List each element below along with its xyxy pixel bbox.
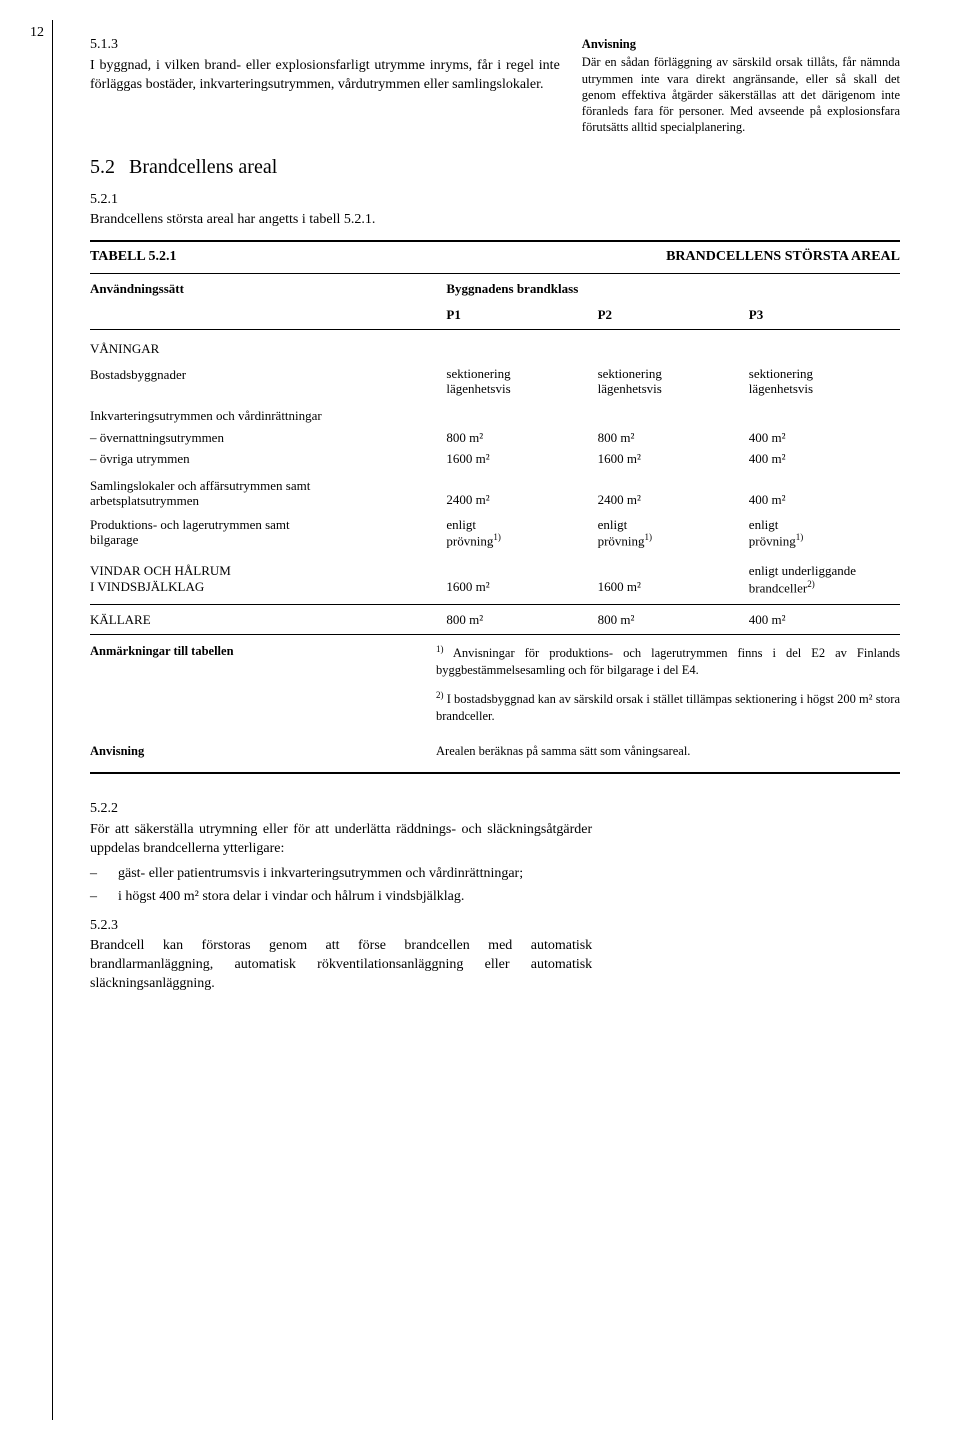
cell: enligt underliggandebrandceller2): [749, 563, 900, 596]
heading-5-2: 5.2 Brandcellens areal: [90, 154, 900, 181]
table-title: BRANDCELLENS STÖRSTA AREAL: [666, 248, 900, 267]
note-1: 1) Anvisningar för produktions- och lage…: [436, 643, 900, 679]
table-row: Inkvarteringsutrymmen och vårdinrättning…: [90, 405, 900, 427]
list-item: –gäst- eller patientrumsvis i inkvarteri…: [90, 865, 592, 884]
row-label: Produktions- och lagerutrymmen samt bilg…: [90, 517, 446, 550]
row-label: Inkvarteringsutrymmen och vårdinrättning…: [90, 407, 446, 425]
table-header: TABELL 5.2.1 BRANDCELLENS STÖRSTA AREAL: [90, 242, 900, 273]
cell: sektioneringlägenhetsvis: [598, 366, 749, 397]
cell: 800 m²: [598, 611, 749, 629]
section-5-2-2-list: –gäst- eller patientrumsvis i inkvarteri…: [90, 865, 592, 907]
row-label: – övernattningsutrymmen: [90, 429, 446, 447]
list-item: –i högst 400 m² stora delar i vindar och…: [90, 888, 592, 907]
left-column: 5.1.3 I byggnad, i vilken brand- eller e…: [90, 36, 560, 136]
cell: 800 m²: [598, 429, 749, 447]
notes-label: Anmärkningar till tabellen: [90, 643, 414, 735]
table-row: Samlingslokaler och affärsutrymmen samt …: [90, 476, 900, 511]
row-label: KÄLLARE: [90, 611, 446, 629]
cell: 400 m²: [749, 611, 900, 629]
section-5-2-3-num: 5.2.3: [90, 917, 900, 936]
table-row: Produktions- och lagerutrymmen samt bilg…: [90, 515, 900, 552]
table-row: – övriga utrymmen 1600 m² 1600 m² 400 m²: [90, 448, 900, 470]
cell: 2400 m²: [446, 491, 597, 509]
cell: enligtprövning1): [598, 517, 749, 550]
row-label: – övriga utrymmen: [90, 450, 446, 468]
table-row: Bostadsbyggnader sektioneringlägenhetsvi…: [90, 364, 900, 399]
cell: enligtprövning1): [446, 517, 597, 550]
section-number: 5.1.3: [90, 37, 118, 52]
anvisning-text: Där en sådan förläggning av särskild ors…: [582, 54, 900, 135]
row-label: Bostadsbyggnader: [90, 366, 446, 397]
row-label: Samlingslokaler och affärsutrymmen samt …: [90, 478, 446, 509]
table-5-2-1: TABELL 5.2.1 BRANDCELLENS STÖRSTA AREAL …: [90, 240, 900, 774]
cell: 1600 m²: [598, 450, 749, 468]
right-column: Anvisning Där en sådan förläggning av sä…: [582, 36, 900, 136]
row-label: VINDAR OCH HÅLRUM I VINDSBJÄLKLAG: [90, 563, 446, 596]
section-5-2-2-intro: För att säkerställa utrymning eller för …: [90, 821, 592, 859]
cell: 800 m²: [446, 611, 597, 629]
page-number: 12: [30, 24, 44, 43]
anvisning-label: Anvisning: [90, 743, 414, 760]
cell: 800 m²: [446, 429, 597, 447]
section-5-2-2-num: 5.2.2: [90, 800, 900, 819]
use-label: Användningssätt: [90, 280, 446, 298]
table-id: TABELL 5.2.1: [90, 248, 177, 267]
section-text: Brandcellens största areal har angetts i…: [90, 211, 592, 230]
cell: enligtprövning1): [749, 517, 900, 550]
heading-title: Brandcellens areal: [129, 156, 277, 178]
group-vaningar: VÅNINGAR: [90, 340, 900, 358]
cell: 400 m²: [749, 491, 900, 509]
left-margin-rule: [52, 20, 53, 1420]
table-row: – övernattningsutrymmen 800 m² 800 m² 40…: [90, 427, 900, 449]
col-p2: P2: [598, 306, 749, 324]
section-text: I byggnad, i vilken brand- eller explosi…: [90, 57, 560, 95]
anvisning-text: Arealen beräknas på samma sätt som vånin…: [436, 743, 900, 760]
cell: 400 m²: [749, 429, 900, 447]
section-5-1-3: 5.1.3 I byggnad, i vilken brand- eller e…: [90, 36, 900, 136]
table-notes: Anmärkningar till tabellen 1) Anvisninga…: [90, 635, 900, 743]
section-5-2-1: 5.2.1 Brandcellens största areal har ang…: [90, 191, 592, 231]
cell: 400 m²: [749, 450, 900, 468]
cell: sektioneringlägenhetsvis: [446, 366, 597, 397]
table-class-row: P1 P2 P3: [90, 302, 900, 330]
class-label: Byggnadens brandklass: [446, 280, 900, 298]
table-row: KÄLLARE 800 m² 800 m² 400 m²: [90, 605, 900, 635]
table-anvisning: Anvisning Arealen beräknas på samma sätt…: [90, 743, 900, 768]
col-p1: P1: [446, 306, 597, 324]
note-2: 2) I bostadsbyggnad kan av särskild orsa…: [436, 689, 900, 725]
table-rule-bottom: [90, 772, 900, 774]
cell: 2400 m²: [598, 491, 749, 509]
heading-number: 5.2: [90, 156, 115, 178]
table-rule: [90, 329, 900, 330]
section-5-2-3-text: Brandcell kan förstoras genom att förse …: [90, 937, 592, 994]
table-row: VINDAR OCH HÅLRUM I VINDSBJÄLKLAG 1600 m…: [90, 561, 900, 598]
cell: sektioneringlägenhetsvis: [749, 366, 900, 397]
cell: 1600 m²: [446, 450, 597, 468]
col-p3: P3: [749, 306, 900, 324]
notes-body: 1) Anvisningar för produktions- och lage…: [436, 643, 900, 735]
table-subheader: Användningssätt Byggnadens brandklass: [90, 274, 900, 302]
cell: 1600 m²: [598, 578, 749, 596]
section-number: 5.2.1: [90, 191, 592, 210]
anvisning-label: Anvisning: [582, 36, 900, 52]
cell: 1600 m²: [446, 578, 597, 596]
